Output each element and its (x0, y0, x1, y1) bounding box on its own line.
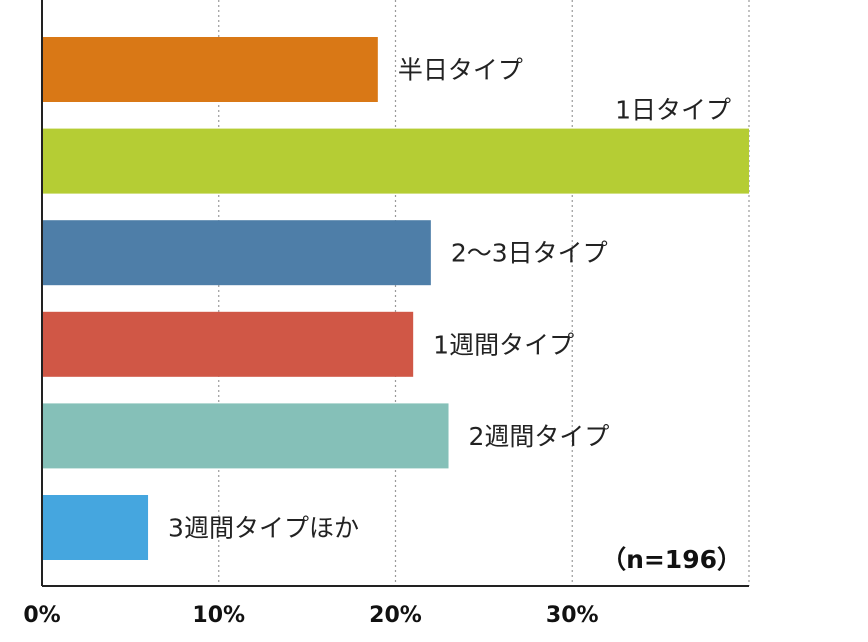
bar (42, 495, 149, 560)
bar-category-label: 1週間タイプ (433, 330, 574, 359)
bars (42, 37, 749, 560)
x-tick-label: 30% (546, 603, 599, 628)
x-tick-label: 0% (23, 603, 60, 628)
bar (42, 128, 749, 194)
bar-category-label: 1日タイプ (615, 96, 731, 125)
bar-category-label: 2〜3日タイプ (451, 239, 608, 268)
bar-category-label: 3週間タイプほか (168, 514, 359, 543)
sample-size-annotation: （n=196） (601, 545, 742, 574)
bar (42, 311, 414, 377)
bar-category-label: 半日タイプ (398, 56, 523, 85)
bar-category-label: 2週間タイプ (469, 422, 610, 451)
bar (42, 37, 378, 102)
x-tick-label: 20% (369, 603, 422, 628)
bar-labels: 半日タイプ 1日タイプ 2〜3日タイプ 1週間タイプ 2週間タイプ 3週間タイプほか (168, 56, 731, 543)
bar (42, 220, 431, 286)
x-tick-label: 10% (192, 603, 245, 628)
bar (42, 403, 449, 469)
x-tick-labels: 0% 10% 20% 30% (23, 603, 598, 628)
